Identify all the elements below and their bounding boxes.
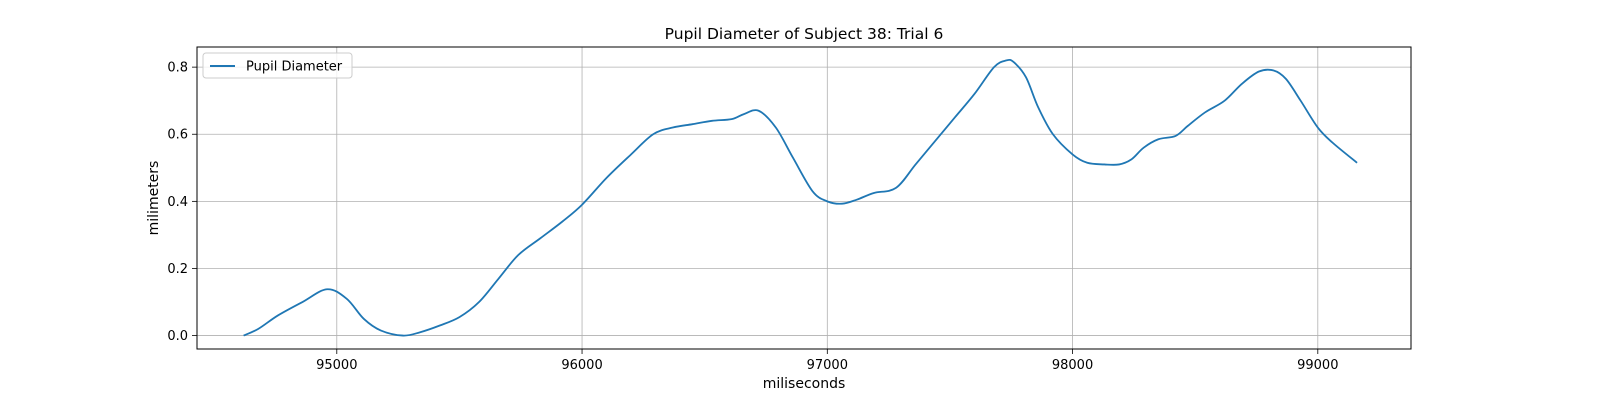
axis-ticks: 95000 96000 97000 98000 99000 0.0 0.2 0.4 0.6 0.8 xyxy=(167,61,1338,373)
x-tick-label: 98000 xyxy=(1052,358,1093,373)
series-line-pupil-diameter xyxy=(243,58,1358,337)
grid xyxy=(197,47,1411,349)
y-tick-label: 0.4 xyxy=(167,195,188,210)
legend-box xyxy=(202,52,353,79)
x-axis-label: miliseconds xyxy=(763,376,846,392)
series-layer xyxy=(243,58,1358,337)
y-tick-label: 0.2 xyxy=(167,262,188,277)
y-axis-label: milimeters xyxy=(146,161,162,236)
y-tick-label: 0.6 xyxy=(167,128,188,143)
x-tick-label: 96000 xyxy=(561,358,602,373)
legend-label-pupil-diameter: Pupil Diameter xyxy=(246,60,343,75)
legend: Pupil Diameter xyxy=(202,52,353,79)
chart-title: Pupil Diameter of Subject 38: Trial 6 xyxy=(665,25,944,43)
y-tick-label: 0.8 xyxy=(167,61,188,76)
x-tick-label: 95000 xyxy=(316,358,357,373)
x-tick-label: 99000 xyxy=(1297,358,1338,373)
x-tick-label: 97000 xyxy=(807,358,848,373)
y-tick-label: 0.0 xyxy=(167,329,188,344)
plot-area xyxy=(196,46,1412,350)
